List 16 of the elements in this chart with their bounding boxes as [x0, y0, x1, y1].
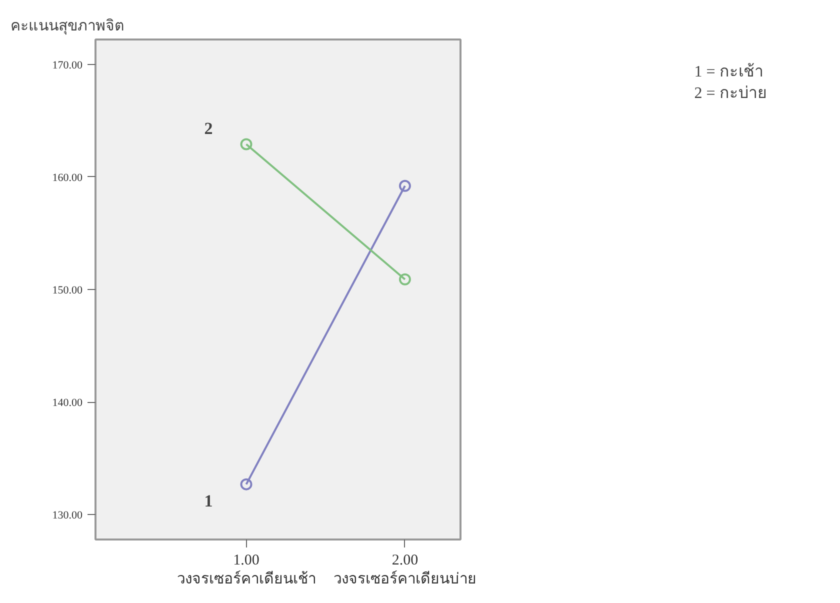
y-tick-label: 160.00	[52, 172, 83, 184]
series-label: 1	[204, 491, 213, 510]
y-tick-label: 150.00	[52, 284, 83, 296]
point	[240, 478, 252, 490]
point	[240, 138, 252, 150]
point	[398, 180, 411, 192]
x-tick-label: 2.00 วงจรเซอร์คาเดียนบ่าย	[333, 552, 476, 588]
point	[398, 273, 411, 286]
y-tick-label: 130.00	[52, 510, 83, 522]
y-tick-label: 140.00	[52, 397, 83, 410]
y-tick-label: 170.00	[52, 59, 83, 72]
series-label: 2	[204, 119, 213, 138]
x-tick-label: 1.00 วงจรเซอร์คาเดียนเช้า	[176, 552, 316, 588]
text: 1 = กะเช้า	[694, 62, 764, 80]
text: 2 = กะบ่าย	[694, 85, 766, 102]
y-axis-title: คะแนนสุขภาพจิต	[10, 18, 124, 36]
